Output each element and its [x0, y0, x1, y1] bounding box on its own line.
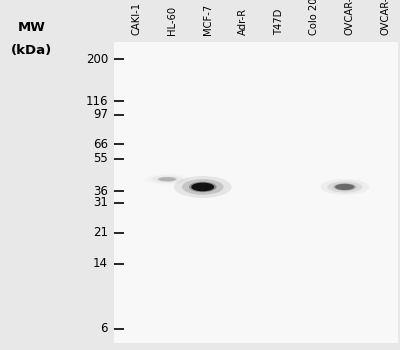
- Ellipse shape: [191, 183, 214, 191]
- Text: 21: 21: [93, 226, 108, 239]
- Ellipse shape: [174, 176, 232, 198]
- Ellipse shape: [327, 181, 362, 193]
- Ellipse shape: [151, 175, 183, 183]
- Text: (kDa): (kDa): [11, 44, 53, 57]
- Ellipse shape: [182, 179, 224, 195]
- Text: 36: 36: [93, 184, 108, 198]
- Ellipse shape: [335, 184, 354, 190]
- Ellipse shape: [320, 179, 369, 195]
- Ellipse shape: [333, 183, 356, 191]
- Text: Adr-R: Adr-R: [238, 8, 248, 35]
- Ellipse shape: [157, 177, 178, 182]
- Ellipse shape: [189, 182, 216, 192]
- Text: 55: 55: [93, 152, 108, 165]
- Text: MW: MW: [18, 21, 46, 34]
- Text: OVCAR-5: OVCAR-5: [345, 0, 355, 35]
- Text: 200: 200: [86, 53, 108, 66]
- Ellipse shape: [158, 177, 176, 181]
- Bar: [114, 42, 398, 343]
- Text: 66: 66: [93, 138, 108, 151]
- Text: T47D: T47D: [274, 9, 284, 35]
- Text: CAKI-1: CAKI-1: [132, 2, 142, 35]
- Text: OVCAR-8: OVCAR-8: [380, 0, 390, 35]
- Text: 31: 31: [93, 196, 108, 209]
- Text: MCF-7: MCF-7: [203, 4, 213, 35]
- Text: 97: 97: [93, 108, 108, 121]
- Text: Colo 205: Colo 205: [309, 0, 319, 35]
- Text: 14: 14: [93, 257, 108, 270]
- Text: 116: 116: [86, 94, 108, 107]
- Text: HL-60: HL-60: [167, 6, 177, 35]
- Text: 6: 6: [100, 322, 108, 336]
